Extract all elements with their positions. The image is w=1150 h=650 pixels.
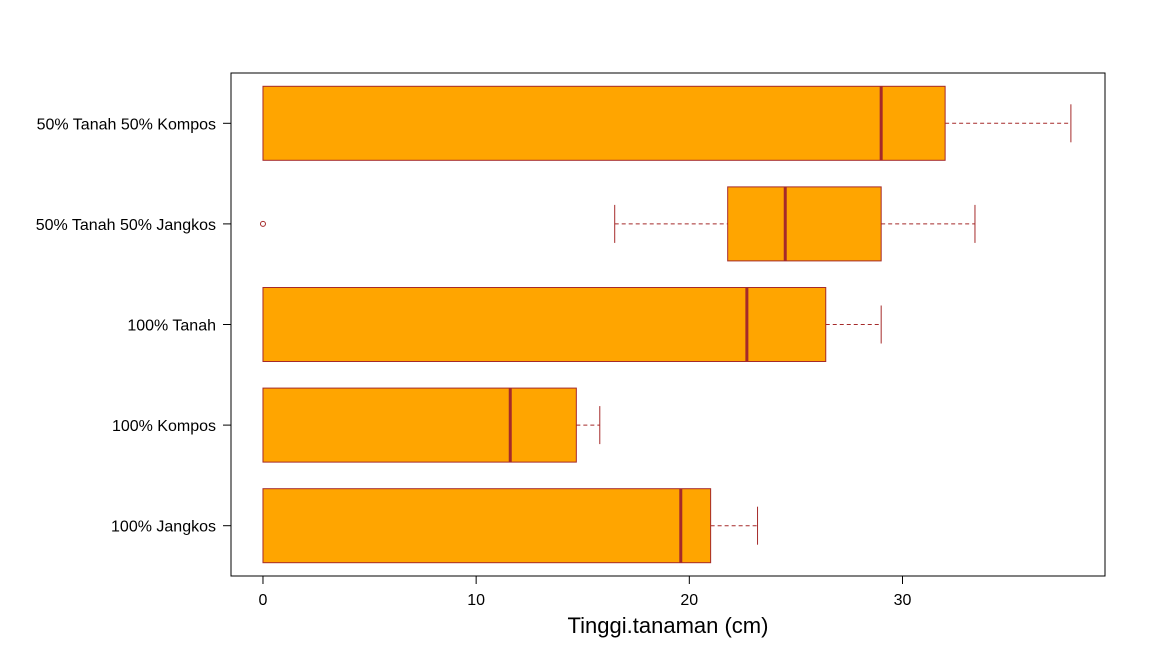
y-category-label: 100% Tanah — [127, 318, 216, 335]
boxes-layer — [259, 85, 1072, 564]
box — [262, 387, 577, 463]
box-group-4 — [259, 186, 976, 262]
box — [262, 488, 712, 564]
outlier-point — [259, 220, 266, 227]
y-category-label: 100% Jangkos — [111, 519, 216, 536]
box — [727, 186, 882, 262]
box-group-3 — [262, 287, 882, 362]
y-category-label: 50% Tanah 50% Kompos — [37, 116, 216, 133]
y-category-label: 100% Kompos — [112, 418, 216, 435]
y-category-label: 50% Tanah 50% Jangkos — [36, 217, 216, 234]
box — [262, 287, 827, 362]
x-tick-label: 30 — [894, 592, 912, 609]
x-axis-title: Tinggi.tanaman (cm) — [568, 613, 769, 638]
y-axis: 100% Jangkos 100% Kompos 100% Tanah 50% Tan… — [36, 116, 232, 536]
x-tick-label: 10 — [467, 592, 485, 609]
box — [262, 85, 946, 161]
x-tick-label: 20 — [680, 592, 698, 609]
box-group-2 — [262, 387, 601, 463]
box-group-1 — [262, 488, 759, 564]
box-group-5 — [262, 85, 1072, 161]
x-tick-label: 0 — [259, 592, 268, 609]
x-axis: 0 10 20 30 — [259, 575, 912, 609]
